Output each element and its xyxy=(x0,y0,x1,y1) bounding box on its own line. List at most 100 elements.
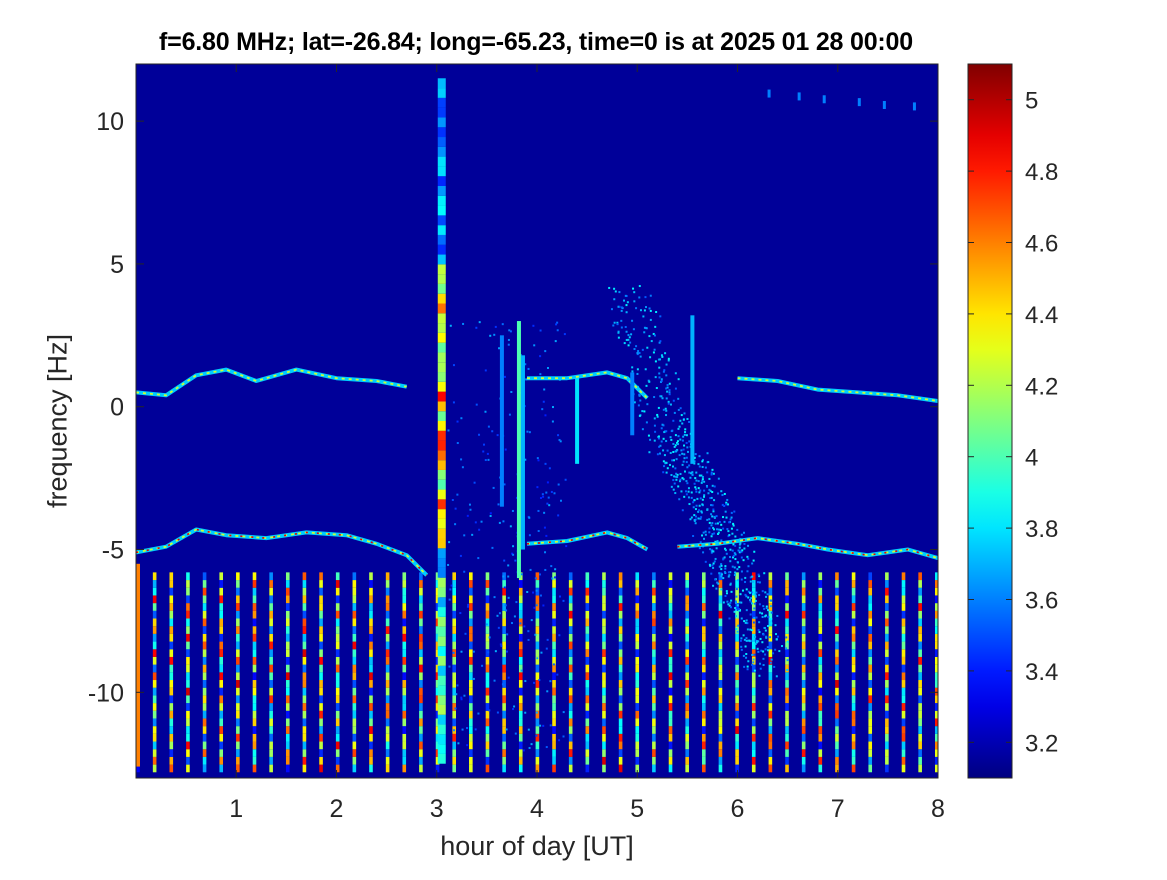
streak-dot xyxy=(733,552,736,555)
streak-dot xyxy=(724,547,727,550)
burst-segment xyxy=(851,672,856,681)
burst-segment xyxy=(302,626,307,634)
burst-segment xyxy=(302,595,307,604)
burst-segment xyxy=(369,726,373,734)
scatter-dot xyxy=(497,626,500,629)
streak-dot xyxy=(744,593,747,596)
x-tick-label: 2 xyxy=(330,795,344,823)
scatter-dot xyxy=(447,563,450,566)
burst-segment xyxy=(219,672,224,681)
streak-dot xyxy=(703,480,706,483)
burst-segment xyxy=(252,687,257,696)
streak-dot xyxy=(646,403,649,406)
burst-segment xyxy=(202,710,207,719)
burst-segment xyxy=(419,641,423,650)
scatter-dot xyxy=(460,698,463,701)
burst-segment xyxy=(702,587,706,596)
streak-dot xyxy=(683,444,686,447)
burst-segment xyxy=(568,641,573,650)
streak-dot xyxy=(620,326,623,329)
streak-dot xyxy=(653,439,656,442)
scatter-dot xyxy=(515,496,518,499)
burst-segment xyxy=(918,756,922,765)
burst-segment xyxy=(851,726,856,734)
streak-dot xyxy=(725,590,728,593)
burst-segment xyxy=(385,703,390,711)
streak-dot xyxy=(750,597,753,600)
streak-dot xyxy=(775,633,778,636)
streak-dot xyxy=(673,445,676,448)
streak-dot xyxy=(688,503,691,506)
burst-column xyxy=(768,572,773,773)
streak-dot xyxy=(758,603,761,606)
scatter-dot xyxy=(493,333,496,336)
burst-segment xyxy=(785,756,789,765)
burst-segment xyxy=(918,741,922,750)
burst-segment xyxy=(602,756,606,765)
streak-dot xyxy=(776,635,779,638)
column-segment xyxy=(437,450,446,461)
streak-dot xyxy=(766,646,769,649)
streak-dot xyxy=(652,332,655,335)
burst-segment xyxy=(718,749,723,757)
burst-segment xyxy=(602,703,606,711)
colorbar-tick-label: 3.6 xyxy=(1025,588,1058,615)
burst-segment xyxy=(385,710,390,719)
burst-segment xyxy=(568,695,573,704)
x-axis-label: hour of day [UT] xyxy=(440,831,634,861)
scatter-dot xyxy=(533,344,536,347)
burst-segment xyxy=(768,695,773,704)
burst-segment xyxy=(152,610,157,619)
burst-segment xyxy=(352,733,357,742)
burst-segment xyxy=(785,726,789,734)
burst-segment xyxy=(718,672,723,681)
burst-segment xyxy=(685,718,689,727)
streak-dot xyxy=(737,579,740,582)
chart-title: f=6.80 MHz; lat=-26.84; long=-65.23, tim… xyxy=(159,28,913,56)
scatter-dot xyxy=(528,431,531,434)
burst-segment xyxy=(202,756,207,765)
burst-segment xyxy=(419,580,423,588)
streak-dot xyxy=(620,309,623,312)
scatter-dot xyxy=(503,483,506,486)
burst-segment xyxy=(252,618,257,627)
column-segment xyxy=(437,156,446,167)
scatter-dot xyxy=(480,520,483,523)
burst-segment xyxy=(535,726,540,734)
streak-dot xyxy=(667,357,670,360)
burst-segment xyxy=(685,656,689,665)
streak-dot xyxy=(689,518,692,521)
burst-segment xyxy=(269,641,273,650)
y-axis-label: frequency [Hz] xyxy=(42,333,73,509)
column-segment xyxy=(437,323,446,333)
streak-dot xyxy=(728,617,731,620)
burst-segment xyxy=(868,580,873,588)
burst-segment xyxy=(568,741,573,750)
burst-segment xyxy=(785,680,789,688)
streak-dot xyxy=(701,498,704,501)
streak-dot xyxy=(689,476,692,479)
streak-dot xyxy=(708,488,711,491)
burst-segment xyxy=(502,672,506,681)
streak-dot xyxy=(762,633,765,636)
streak-dot xyxy=(691,473,694,476)
burst-segment xyxy=(685,649,689,657)
y-tick-label: 5 xyxy=(110,251,124,279)
streak-dot xyxy=(639,355,642,358)
burst-segment xyxy=(269,749,273,757)
streak-dot xyxy=(746,668,749,671)
burst-segment xyxy=(885,618,889,627)
streak-dot xyxy=(669,463,672,466)
streak-dot xyxy=(659,444,662,447)
burst-segment xyxy=(668,687,673,696)
scatter-dot xyxy=(544,414,547,417)
streak-dot xyxy=(668,393,671,396)
streak-dot xyxy=(735,588,738,591)
streak-dot xyxy=(648,380,651,383)
scatter-dot xyxy=(515,601,518,604)
burst-segment xyxy=(835,687,839,696)
burst-segment xyxy=(718,618,723,627)
streak-dot xyxy=(695,490,698,493)
burst-segment xyxy=(801,703,806,711)
burst-segment xyxy=(751,718,756,727)
